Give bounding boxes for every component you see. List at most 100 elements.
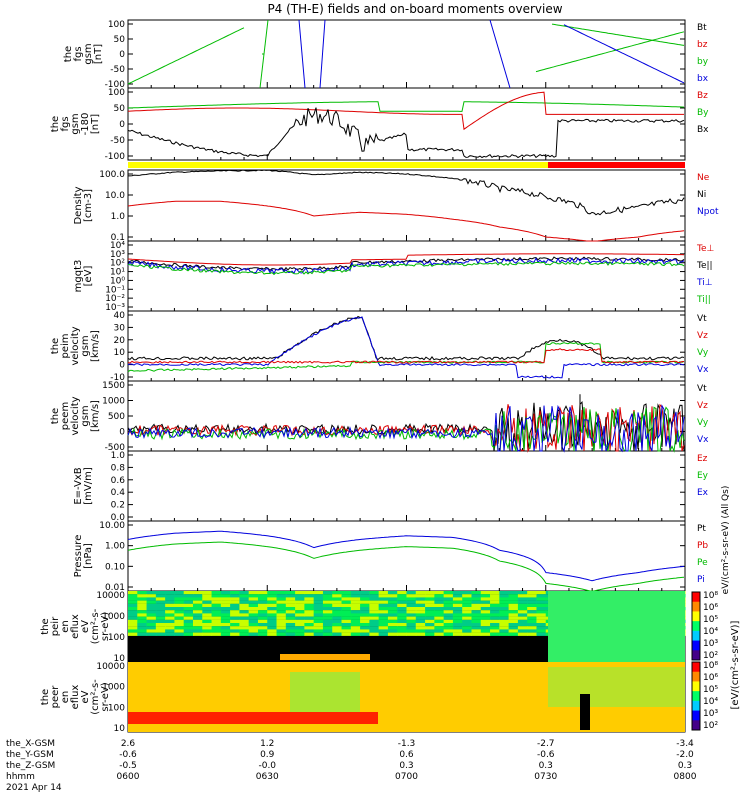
spec-cell [397, 619, 407, 624]
spec-cell [406, 600, 417, 604]
spec-cell [415, 594, 426, 598]
spec-cell [295, 623, 305, 627]
spec-cell [146, 616, 157, 620]
spec-cell [406, 613, 417, 617]
spec-cell [174, 616, 185, 620]
spec-cell [220, 632, 231, 636]
spec-cell [174, 591, 185, 595]
Te-par-line [127, 256, 685, 272]
spec-cell [137, 626, 148, 630]
spec-cell [406, 597, 417, 601]
mode-bar-yellow [128, 162, 548, 168]
density-traces [127, 169, 685, 242]
spec-cell [332, 632, 343, 636]
spec-cell [155, 607, 166, 611]
spec-cell [239, 616, 250, 620]
spec-cell [165, 594, 175, 598]
spec-cell [257, 603, 268, 608]
y-tick-label: 20 [114, 336, 126, 346]
spec-cell [499, 597, 510, 601]
y-axis-label: thepeemvelocitygsm[km/s] [50, 396, 101, 435]
spec-cell [341, 626, 352, 630]
spec-cell [220, 616, 231, 620]
spec-cell [295, 619, 305, 624]
spec-cell [257, 632, 268, 636]
spec-cell [174, 632, 185, 636]
spec-cell [248, 613, 259, 617]
spec-cell [211, 616, 222, 620]
spec-cell [397, 607, 407, 611]
spec-block [548, 591, 685, 662]
legend-item: Vt [697, 384, 707, 394]
spec-cell [425, 603, 435, 608]
spec-cell [387, 619, 398, 624]
colorbar-tick: 10² [703, 651, 718, 661]
spec-cell [452, 623, 463, 627]
legend: Pt Pb Pe Pi [697, 524, 708, 585]
colorbar-segment [692, 691, 700, 702]
y-tick-label: 0 [119, 361, 125, 371]
spec-cell [202, 613, 213, 617]
spec-cell [397, 594, 407, 598]
spec-gap [580, 694, 590, 730]
spec-cell [462, 607, 472, 611]
spec-cell [462, 603, 472, 608]
spec-cell [415, 591, 426, 595]
spec-cell [527, 603, 537, 608]
spec-cell [174, 607, 185, 611]
y-tick-label: 10¹ [110, 268, 125, 278]
spec-cell [425, 613, 435, 617]
By-line [127, 101, 685, 112]
spec-cell [369, 591, 380, 595]
spec-cell [517, 591, 528, 595]
spec-cell [211, 591, 222, 595]
spec-cell [322, 613, 333, 617]
spec-cell [174, 594, 185, 598]
spec-cell [202, 603, 213, 608]
spec-cell [350, 597, 361, 601]
spec-cell [350, 626, 361, 630]
spec-cell [211, 619, 222, 624]
spec-cell [220, 626, 231, 630]
spec-cell [239, 597, 250, 601]
spec-cell [257, 597, 268, 601]
legend: Bz By Bx [697, 91, 709, 135]
spec-cell [406, 591, 417, 595]
spec-cell [146, 591, 157, 595]
y-axis-label: Density[cm-3] [73, 186, 94, 224]
spec-cell [332, 610, 343, 614]
y-tick-label: 10³ [110, 250, 125, 260]
panel-density: 100.0 10.0 1.0 0.1 Density[cm-3] Ne Ni Npot [73, 169, 719, 243]
spec-cell [267, 632, 278, 636]
legend-item: Pi [697, 575, 705, 585]
spec-cell [137, 629, 148, 633]
spec-cell [137, 600, 148, 604]
spec-cell [285, 603, 296, 608]
spec-cell [350, 629, 361, 633]
spec-cell [536, 616, 547, 620]
y-tick-label: 1.00 [105, 542, 125, 552]
spec-cell [146, 597, 157, 601]
spec-cell [239, 600, 250, 604]
spec-cell [183, 629, 194, 633]
plot-title: P4 (TH-E) fields and on-board moments ov… [267, 2, 562, 16]
y-axis-label: thepeerenefluxeV(cm²-s-sr-eV) [40, 679, 111, 715]
spec-cell [313, 603, 324, 608]
spec-cell [527, 623, 537, 627]
y-tick-label: 100 [108, 633, 125, 643]
spec-cell [434, 613, 445, 617]
legend-item: Bz [697, 91, 708, 101]
footer-row-label: the_Z-GSM [6, 761, 55, 771]
spec-cell [183, 613, 194, 617]
spec-cell [536, 623, 547, 627]
spec-cell [425, 619, 435, 624]
spec-cell [267, 626, 278, 630]
spec-cell [517, 629, 528, 633]
spec-cell [304, 600, 315, 604]
spec-cell [155, 623, 166, 627]
spec-cell [202, 623, 213, 627]
spec-cell [471, 629, 482, 633]
spec-cell [276, 626, 287, 630]
spec-cell [285, 607, 296, 611]
spec-cell [322, 610, 333, 614]
